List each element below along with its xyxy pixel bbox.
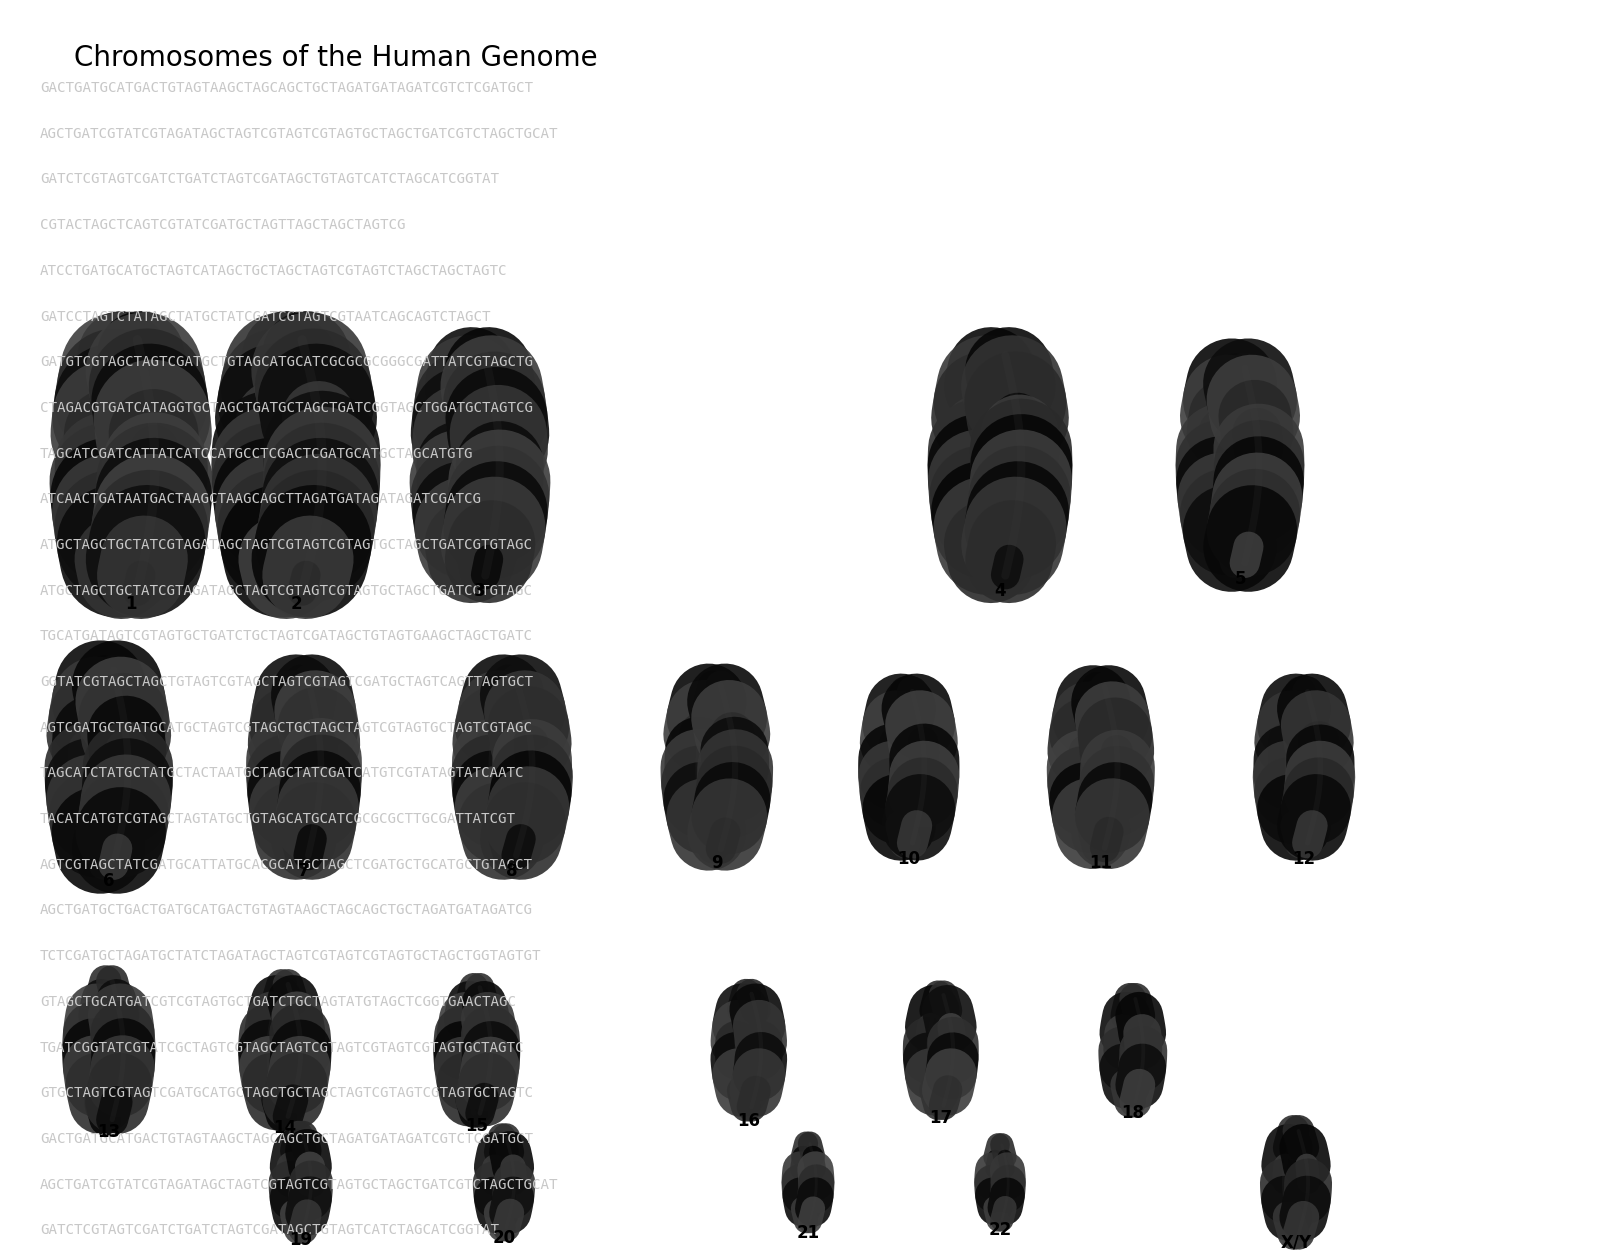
- Text: AGCTGATGCTGACTGATGCATGACTGTAGTAAGCTAGCAGCTGCTAGATGATAGATCG: AGCTGATGCTGACTGATGCATGACTGTAGTAAGCTAGCAG…: [40, 903, 533, 917]
- Text: GTAGCTGCATGATCGTCGTAGTGCTGATCTGCTAGTATGTAGCTCGGTGAACTAGC: GTAGCTGCATGATCGTCGTAGTGCTGATCTGCTAGTATGT…: [40, 995, 515, 1009]
- Text: ATGCTAGCTGCTATCGTAGATAGCTAGTCGTAGTCGTAGTGCTAGCTGATCGTGTAGC: ATGCTAGCTGCTATCGTAGATAGCTAGTCGTAGTCGTAGT…: [40, 538, 533, 552]
- Text: 7: 7: [298, 862, 310, 879]
- Text: GATCTCGTAGTCGATCTGATCTAGTCGATAGCTGTAGTCATCTAGCATCGGTAT: GATCTCGTAGTCGATCTGATCTAGTCGATAGCTGTAGTCA…: [40, 1223, 499, 1238]
- Text: 20: 20: [493, 1229, 515, 1247]
- Text: AGTCGATGCTGATGCATGCTAGTCGTAGCTGCTAGCTAGTCGTAGTGCTAGTCGTAGC: AGTCGATGCTGATGCATGCTAGTCGTAGCTGCTAGCTAGT…: [40, 721, 533, 735]
- Text: 18: 18: [1122, 1105, 1144, 1122]
- Text: TCTCGATGCTAGATGCTATCTAGATAGCTAGTCGTAGTCGTAGTGCTAGCTGGTAGTGT: TCTCGATGCTAGATGCTATCTAGATAGCTAGTCGTAGTCG…: [40, 950, 541, 964]
- Text: 8: 8: [506, 862, 518, 879]
- Text: 16: 16: [738, 1112, 760, 1130]
- Text: ATCAACTGATAATGACTAAGCTAAGCAGCTTAGATGATAGATAGATCGATCG: ATCAACTGATAATGACTAAGCTAAGCAGCTTAGATGATAG…: [40, 492, 482, 506]
- Text: GACTGATGCATGACTGTAGTAAGCTAGCAGCTGCTAGATGATAGATCGTCTCGATGCT: GACTGATGCATGACTGTAGTAAGCTAGCAGCTGCTAGATG…: [40, 81, 533, 96]
- Text: Chromosomes of the Human Genome: Chromosomes of the Human Genome: [74, 44, 597, 72]
- Text: TGATCGGTATCGTATCGCTAGTCGTAGCTAGTCGTAGTCGTAGTCGTAGTGCTAGTC: TGATCGGTATCGTATCGCTAGTCGTAGCTAGTCGTAGTCG…: [40, 1040, 525, 1054]
- Text: 12: 12: [1293, 850, 1315, 868]
- Text: ATGCTAGCTGCTATCGTAGATAGCTAGTCGTAGTCGTAGTGCTAGCTGATCGTGTAGC: ATGCTAGCTGCTATCGTAGATAGCTAGTCGTAGTCGTAGT…: [40, 584, 533, 598]
- Text: 10: 10: [898, 850, 920, 868]
- Text: GTGCTAGTCGTAGTCGATGCATGCTAGCTGCTAGCTAGTCGTAGTCGTAGTGCTAGTC: GTGCTAGTCGTAGTCGATGCATGCTAGCTGCTAGCTAGTC…: [40, 1086, 533, 1101]
- Text: 5: 5: [1234, 570, 1246, 587]
- Text: 21: 21: [797, 1224, 819, 1242]
- Text: AGCTGATCGTATCGTAGATAGCTAGTCGTAGTCGTAGTGCTAGCTGATCGTCTAGCTGCAT: AGCTGATCGTATCGTAGATAGCTAGTCGTAGTCGTAGTGC…: [40, 1177, 558, 1191]
- Text: 9: 9: [710, 854, 723, 872]
- Text: AGCTGATCGTATCGTAGATAGCTAGTCGTAGTCGTAGTGCTAGCTGATCGTCTAGCTGCAT: AGCTGATCGTATCGTAGATAGCTAGTCGTAGTCGTAGTGC…: [40, 127, 558, 141]
- Text: 6: 6: [102, 872, 115, 889]
- Text: CTAGACGTGATCATAGGTGCTAGCTGATGCTAGCTGATCGGTAGCTGGATGCTAGTCG: CTAGACGTGATCATAGGTGCTAGCTGATGCTAGCTGATCG…: [40, 401, 533, 415]
- Text: ATCCTGATGCATGCTAGTCATAGCTGCTAGCTAGTCGTAGTCTAGCTAGCTAGTC: ATCCTGATGCATGCTAGTCATAGCTGCTAGCTAGTCGTAG…: [40, 264, 507, 278]
- Text: GATCCTAGTCTATAGCTATGCTATCGATCGTAGTCGTAATCAGCAGTCTAGCT: GATCCTAGTCTATAGCTATGCTATCGATCGTAGTCGTAAT…: [40, 309, 491, 323]
- Text: 3: 3: [474, 582, 486, 600]
- Text: 19: 19: [290, 1232, 312, 1249]
- Text: TAGCATCTATGCTATGCTACTAATGCTAGCTATCGATCATGTCGTATAGTATCAATC: TAGCATCTATGCTATGCTACTAATGCTAGCTATCGATCAT…: [40, 766, 525, 780]
- Text: GACTGATGCATGACTGTAGTAAGCTAGCAGCTGCTAGATGATAGATCGTCTCGATGCT: GACTGATGCATGACTGTAGTAAGCTAGCAGCTGCTAGATG…: [40, 1132, 533, 1146]
- Text: 11: 11: [1090, 854, 1112, 872]
- Text: X/Y: X/Y: [1280, 1234, 1312, 1252]
- Text: TGCATGATAGTCGTAGTGCTGATCTGCTAGTCGATAGCTGTAGTGAAGCTAGCTGATC: TGCATGATAGTCGTAGTGCTGATCTGCTAGTCGATAGCTG…: [40, 629, 533, 643]
- Text: AGTCGTAGCTATCGATGCATTATGCACGCATGCTAGCTCGATGCTGCATGCTGTAGCT: AGTCGTAGCTATCGATGCATTATGCACGCATGCTAGCTCG…: [40, 858, 533, 872]
- Text: 17: 17: [930, 1110, 952, 1127]
- Text: 4: 4: [994, 582, 1006, 600]
- Text: 14: 14: [274, 1120, 296, 1137]
- Text: 15: 15: [466, 1117, 488, 1135]
- Text: GGTATCGTAGCTAGCTGTAGTCGTAGCTAGTCGTAGTCGATGCTAGTCAGTTAGTGCT: GGTATCGTAGCTAGCTGTAGTCGTAGCTAGTCGTAGTCGA…: [40, 676, 533, 689]
- Text: GATGTCGTAGCTAGTCGATGCTGTAGCATGCATCGCGCGCGGGCGATTATCGTAGCTG: GATGTCGTAGCTAGTCGATGCTGTAGCATGCATCGCGCGC…: [40, 355, 533, 369]
- Text: CGTACTAGCTCAGTCGTATCGATGCTAGTTAGCTAGCTAGTCG: CGTACTAGCTCAGTCGTATCGATGCTAGTTAGCTAGCTAG…: [40, 218, 405, 233]
- Text: 22: 22: [989, 1222, 1011, 1239]
- Text: TAGCATCGATCATTATCATCCATGCCTCGACTCGATGCATGCTAGCATGTG: TAGCATCGATCATTATCATCCATGCCTCGACTCGATGCAT…: [40, 447, 474, 460]
- Text: 13: 13: [98, 1123, 120, 1141]
- Text: GATCTCGTAGTCGATCTGATCTAGTCGATAGCTGTAGTCATCTAGCATCGGTAT: GATCTCGTAGTCGATCTGATCTAGTCGATAGCTGTAGTCA…: [40, 172, 499, 186]
- Text: 1: 1: [125, 595, 138, 613]
- Text: 2: 2: [290, 595, 302, 613]
- Text: TACATCATGTCGTAGCTAGTATGCTGTAGCATGCATCGCGCGCTTGCGATTATCGT: TACATCATGTCGTAGCTAGTATGCTGTAGCATGCATCGCG…: [40, 813, 515, 827]
